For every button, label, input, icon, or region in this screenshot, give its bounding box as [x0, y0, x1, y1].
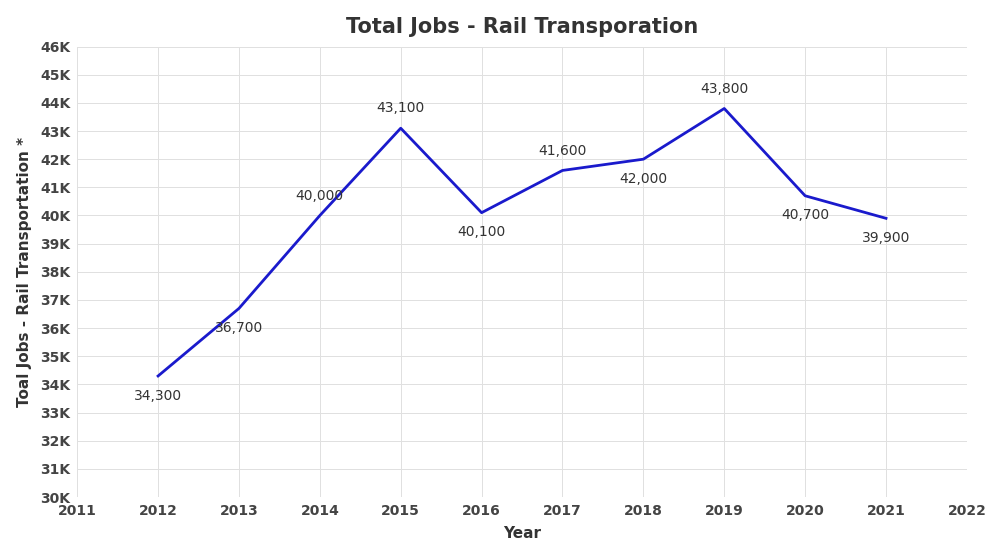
Text: 40,000: 40,000 [296, 189, 344, 203]
Text: 40,100: 40,100 [457, 225, 505, 239]
Text: 42,000: 42,000 [618, 172, 666, 186]
X-axis label: Year: Year [503, 526, 540, 541]
Text: 43,100: 43,100 [376, 102, 425, 116]
Y-axis label: Toal Jobs - Rail Transportation *: Toal Jobs - Rail Transportation * [17, 137, 32, 407]
Text: 39,900: 39,900 [861, 231, 909, 245]
Text: 43,800: 43,800 [699, 82, 747, 96]
Text: 34,300: 34,300 [134, 389, 182, 403]
Text: 40,700: 40,700 [781, 209, 829, 223]
Title: Total Jobs - Rail Transporation: Total Jobs - Rail Transporation [346, 17, 697, 37]
Text: 41,600: 41,600 [538, 144, 586, 158]
Text: 36,700: 36,700 [214, 321, 263, 335]
